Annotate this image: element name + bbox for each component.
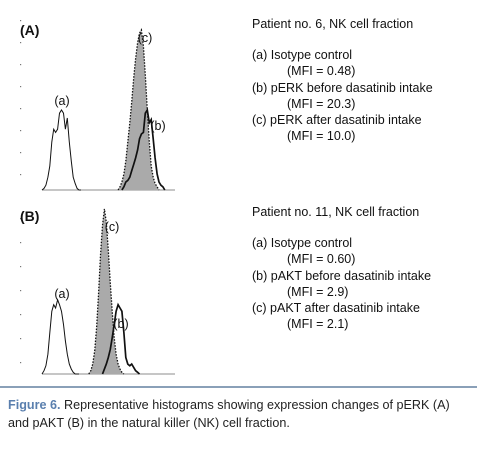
y-axis-tick xyxy=(20,314,22,316)
y-axis-tick xyxy=(20,218,22,220)
histogram-panel-a: (A) (a) (b) (c) xyxy=(20,20,175,191)
legend-entry: (a) Isotype control xyxy=(252,48,353,63)
y-axis-tick xyxy=(20,42,22,44)
legend-title: Patient no. 6, NK cell fraction xyxy=(252,17,414,31)
legend-panel-b: Patient no. 11, NK cell fraction (a) Iso… xyxy=(252,204,474,332)
legend-panel-a: Patient no. 6, NK cell fraction (a) Isot… xyxy=(252,16,474,144)
legend-entry: (b) pAKT before dasatinib intake xyxy=(252,268,432,283)
histogram-series-b xyxy=(121,107,166,191)
histogram-fill-c xyxy=(88,209,124,374)
legend-mfi: (MFI = 0.60) xyxy=(287,252,356,267)
legend-entry: (b) pERK before dasatinib intake xyxy=(252,80,433,95)
y-axis-tick xyxy=(20,130,22,132)
legend-title: Patient no. 11, NK cell fraction xyxy=(252,205,420,219)
panel-label: (A) xyxy=(20,22,39,38)
legend-mfi: (MFI = 0.48) xyxy=(287,64,356,79)
curve-label: (b) xyxy=(150,119,165,133)
figure-caption: Figure 6. Representative histograms show… xyxy=(8,396,473,432)
legend-mfi: (MFI = 10.0) xyxy=(287,129,356,144)
legend-mfi: (MFI = 20.3) xyxy=(287,96,356,111)
legend-mfi: (MFI = 2.1) xyxy=(287,317,349,332)
legend-entry: (c) pAKT after dasatinib intake xyxy=(252,301,420,316)
y-axis-tick xyxy=(20,20,22,22)
figure-label: Figure 6. xyxy=(8,398,61,412)
curve-label: (c) xyxy=(138,31,153,45)
caption-divider xyxy=(0,386,477,388)
legend-entry: (a) Isotype control xyxy=(252,236,353,251)
y-axis-tick xyxy=(20,174,22,176)
histogram-series-a xyxy=(41,298,79,375)
y-axis-tick xyxy=(20,242,22,244)
curve-label: (a) xyxy=(54,94,69,108)
y-axis-tick xyxy=(20,152,22,154)
curve-label: (b) xyxy=(113,317,128,331)
y-axis-tick xyxy=(20,108,22,110)
y-axis-tick xyxy=(20,362,22,364)
histogram-series-c xyxy=(88,208,125,375)
y-axis-tick xyxy=(20,64,22,66)
legend-mfi: (MFI = 2.9) xyxy=(287,284,349,299)
y-axis-tick xyxy=(20,266,22,268)
legend-entry: (c) pERK after dasatinib intake xyxy=(252,113,422,128)
histogram-series-b xyxy=(101,302,141,375)
histogram-fill-c xyxy=(118,30,159,190)
y-axis-tick xyxy=(20,290,22,292)
curve-label: (a) xyxy=(54,287,69,301)
histogram-series-c xyxy=(117,28,160,191)
y-axis-tick xyxy=(20,86,22,88)
histogram-series-a xyxy=(41,109,81,191)
caption-text: Representative histograms showing expres… xyxy=(8,398,450,430)
curve-label: (c) xyxy=(105,220,120,234)
y-axis-tick xyxy=(20,338,22,340)
panel-label: (B) xyxy=(20,208,39,224)
histogram-panel-b: (B) (a) (b) (c) xyxy=(20,208,175,375)
